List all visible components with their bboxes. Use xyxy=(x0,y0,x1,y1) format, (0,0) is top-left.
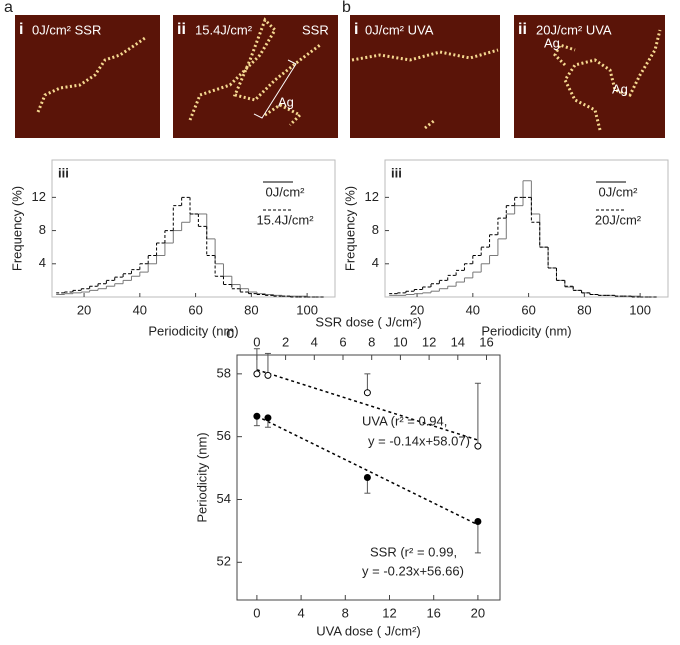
x-tick-label: 4 xyxy=(297,605,304,620)
x-tick-label: 100 xyxy=(629,302,651,317)
afm-image: i 0J/cm² SSR xyxy=(15,15,160,138)
afm-image: i 0J/cm² UVA xyxy=(350,15,500,138)
y-tick-label: 54 xyxy=(217,491,231,506)
x2-tick-label: 14 xyxy=(451,334,465,349)
image-label: SSR xyxy=(302,22,329,37)
x-tick-label: 8 xyxy=(342,605,349,620)
afm-image: ii 20J/cm² UVA Ag Ag xyxy=(514,15,665,138)
ag-label: Ag xyxy=(612,81,628,96)
panel-label: a xyxy=(4,0,13,16)
y-tick-label: 58 xyxy=(217,365,231,380)
panel-sublabel: iii xyxy=(391,165,402,180)
ag-label: Ag xyxy=(544,35,560,50)
x-tick-label: 60 xyxy=(188,302,202,317)
data-point xyxy=(253,370,261,378)
image-label: 20J/cm² UVA xyxy=(536,22,612,37)
panel-label: b xyxy=(342,0,351,16)
x-tick-label: 12 xyxy=(382,605,396,620)
x2-tick-label: 8 xyxy=(368,334,375,349)
plot-frame xyxy=(384,159,669,298)
ag-label: Ag xyxy=(278,94,294,109)
data-point xyxy=(264,371,272,379)
y-tick-label: 12 xyxy=(365,189,379,204)
trend-line xyxy=(256,369,479,441)
x2-tick-label: 12 xyxy=(422,334,436,349)
plot-frame xyxy=(236,354,501,601)
x2-tick-label: 6 xyxy=(339,334,346,349)
data-point xyxy=(363,389,371,397)
x2-tick-label: 4 xyxy=(311,334,318,349)
trend-line xyxy=(256,415,479,526)
x-tick-label: 0 xyxy=(253,605,260,620)
data-point xyxy=(363,474,371,481)
image-label: 15.4J/cm² xyxy=(195,22,253,37)
y-tick-label: 12 xyxy=(32,189,46,204)
x2-tick-label: 2 xyxy=(282,334,289,349)
image-numeral: i xyxy=(19,21,23,38)
data-point xyxy=(253,412,261,420)
x2-axis-label: SSR dose ( J/cm²) xyxy=(315,314,421,329)
x2-tick-label: 0 xyxy=(253,334,260,349)
image-numeral: ii xyxy=(177,21,186,38)
x-tick-label: 60 xyxy=(521,302,535,317)
x-tick-label: 80 xyxy=(577,302,591,317)
legend-label: 15.4J/cm² xyxy=(256,212,314,227)
x-axis-label: Periodicity (nm) xyxy=(481,323,571,338)
y-tick-label: 8 xyxy=(39,222,46,237)
fit-annotation: y = -0.23x+56.66) xyxy=(362,563,464,578)
afm-image: ii 15.4J/cm² SSR Ag xyxy=(173,15,338,138)
data-point xyxy=(474,517,482,525)
y-tick-label: 52 xyxy=(217,554,231,569)
y-axis-label: Frequency (%) xyxy=(342,186,357,271)
x2-tick-label: 16 xyxy=(479,334,493,349)
x-tick-label: 20 xyxy=(410,302,424,317)
x-axis-label: UVA dose ( J/cm²) xyxy=(316,623,421,638)
legend-label: 0J/cm² xyxy=(599,184,639,199)
legend-label: 20J/cm² xyxy=(595,212,642,227)
x-tick-label: 16 xyxy=(426,605,440,620)
y-axis-label: Frequency (%) xyxy=(9,186,24,271)
x-tick-label: 20 xyxy=(77,302,91,317)
plot-frame xyxy=(51,159,336,298)
y-axis-label: Periodicity (nm) xyxy=(194,432,209,522)
y-tick-label: 4 xyxy=(39,255,46,270)
x-tick-label: 100 xyxy=(296,302,318,317)
panel-label: c xyxy=(226,325,234,342)
fit-annotation: UVA (r² = 0.94, xyxy=(362,413,447,428)
y-tick-label: 8 xyxy=(372,222,379,237)
y-tick-label: 56 xyxy=(217,428,231,443)
image-numeral: ii xyxy=(518,21,527,38)
fit-annotation: y = -0.14x+58.07) xyxy=(368,433,470,448)
data-point xyxy=(264,414,272,422)
y-tick-label: 4 xyxy=(372,255,379,270)
data-point xyxy=(474,442,482,450)
image-label: 0J/cm² UVA xyxy=(365,22,434,37)
panel-sublabel: iii xyxy=(58,165,69,180)
x-tick-label: 20 xyxy=(471,605,485,620)
legend-label: 0J/cm² xyxy=(266,184,306,199)
x2-tick-label: 10 xyxy=(393,334,407,349)
x-axis-label: Periodicity (nm) xyxy=(148,323,238,338)
fit-annotation: SSR (r² = 0.99, xyxy=(370,544,457,559)
x-tick-label: 40 xyxy=(133,302,147,317)
image-label: 0J/cm² SSR xyxy=(32,22,101,37)
image-numeral: i xyxy=(354,21,358,38)
x-tick-label: 40 xyxy=(466,302,480,317)
x-tick-label: 80 xyxy=(244,302,258,317)
